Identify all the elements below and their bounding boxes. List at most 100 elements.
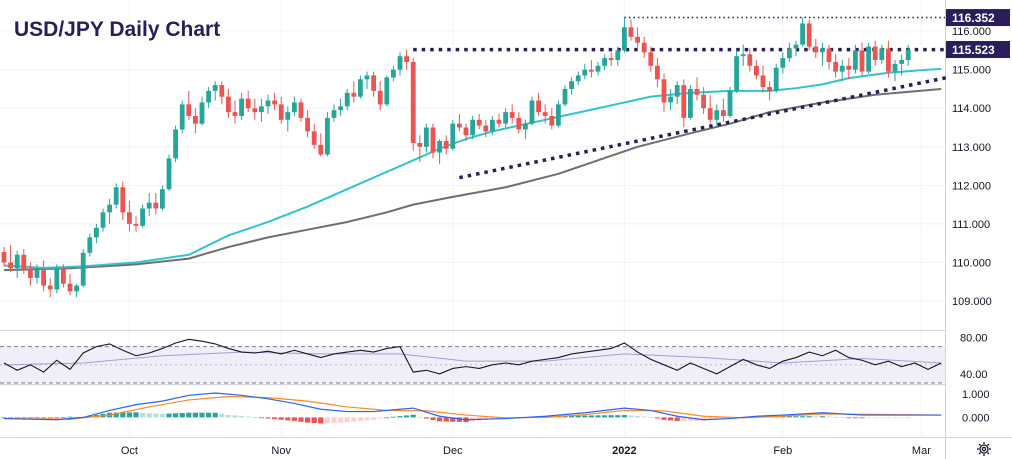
candle-97 <box>641 36 647 59</box>
macd-hist-bar-65 <box>430 417 436 421</box>
candle-133 <box>879 44 885 64</box>
macd-hist-bar-5 <box>34 417 40 419</box>
candle-38 <box>252 98 258 120</box>
candle-131 <box>866 42 871 74</box>
macd-hist-bar-75 <box>496 417 502 419</box>
macd-hist-bar-131 <box>866 417 872 419</box>
macd-hist-bar-42 <box>278 417 284 420</box>
candle-120 <box>793 40 799 57</box>
candle-70 <box>463 123 469 142</box>
macd-hist-bar-129 <box>852 417 858 419</box>
macd-hist-bar-86 <box>569 415 575 418</box>
candle-0 <box>1 247 7 267</box>
candle-101 <box>668 88 673 111</box>
macd-hist-bar-49 <box>324 417 330 424</box>
candle-79 <box>523 119 528 140</box>
candle-12 <box>80 248 86 288</box>
candle-81 <box>536 92 541 116</box>
macd-hist-bar-92 <box>608 415 614 418</box>
candle-99 <box>655 58 660 88</box>
candle-41 <box>272 92 277 111</box>
macd-hist-bar-4 <box>27 417 33 419</box>
candle-43 <box>285 106 291 132</box>
candle-56 <box>371 71 376 97</box>
candle-59 <box>391 65 396 82</box>
macd-hist-bar-63 <box>417 416 423 418</box>
candle-135 <box>892 60 898 82</box>
candle-35 <box>232 100 238 124</box>
macd-hist-bar-104 <box>687 417 693 421</box>
macd-hist-bar-2 <box>14 417 20 419</box>
candle-132 <box>872 40 878 66</box>
macd-hist-bar-18 <box>120 412 126 418</box>
candle-4 <box>28 262 33 286</box>
macd-hist-bar-137 <box>905 417 911 419</box>
candle-47 <box>311 123 317 149</box>
macd-hist-bar-34 <box>225 415 231 418</box>
candle-103 <box>681 79 687 128</box>
macd-hist-bar-57 <box>377 417 383 419</box>
candle-76 <box>503 108 508 128</box>
price-tick-2: 111.000 <box>952 219 990 231</box>
candle-64 <box>424 123 429 153</box>
candle-49 <box>325 112 330 157</box>
macd-hist-bar-67 <box>443 417 449 422</box>
rsi-tick-0: 40.00 <box>960 369 988 381</box>
time-tick-2: Dec <box>443 445 463 457</box>
candle-124 <box>820 42 825 66</box>
candle-127 <box>839 60 845 82</box>
candle-118 <box>780 52 786 74</box>
candle-125 <box>826 44 832 70</box>
candle-37 <box>245 90 251 113</box>
macd-hist-bar-23 <box>153 413 159 418</box>
macd-hist-bar-122 <box>806 416 812 418</box>
candle-54 <box>358 75 363 99</box>
macd-hist-bar-88 <box>582 415 588 418</box>
macd-hist-bar-11 <box>74 416 80 418</box>
macd-hist-bar-123 <box>813 416 819 418</box>
macd-hist-bar-94 <box>621 415 627 418</box>
candle-20 <box>133 216 139 232</box>
candle-39 <box>259 98 264 122</box>
macd-hist-bar-60 <box>397 416 403 418</box>
macd-hist-bar-30 <box>199 412 205 418</box>
macd-hist-bar-124 <box>819 416 825 418</box>
candle-60 <box>397 52 403 76</box>
candle-90 <box>595 61 601 76</box>
candle-80 <box>529 96 535 126</box>
candle-15 <box>100 208 106 232</box>
candle-106 <box>701 87 706 115</box>
candle-136 <box>899 54 904 76</box>
candle-102 <box>674 81 680 105</box>
macd-hist-bar-134 <box>885 417 891 419</box>
candle-67 <box>443 135 449 155</box>
candle-129 <box>853 44 858 74</box>
candle-53 <box>351 81 357 103</box>
macd-hist-bar-39 <box>258 417 264 419</box>
macd-hist-bar-33 <box>219 413 225 418</box>
macd-hist-bar-101 <box>668 417 674 421</box>
price-tick-5: 114.000 <box>952 103 991 115</box>
time-tick-4: Feb <box>773 445 792 457</box>
candle-93 <box>615 46 621 66</box>
rsi-ma-line <box>3 351 942 366</box>
macd-tick-0: 0.000 <box>962 412 990 424</box>
candle-40 <box>265 94 271 115</box>
candle-65 <box>430 123 436 159</box>
macd-hist-bar-51 <box>338 417 344 423</box>
candle-113 <box>747 48 753 72</box>
candle-107 <box>707 94 713 124</box>
macd-hist-bar-85 <box>562 415 568 418</box>
candle-73 <box>483 119 489 138</box>
candle-68 <box>450 119 456 151</box>
macd-hist-bar-45 <box>298 417 304 422</box>
sma100-line <box>3 87 942 272</box>
gear-icon[interactable] <box>977 442 991 456</box>
candle-7 <box>47 277 53 298</box>
candle-84 <box>556 100 561 128</box>
candle-25 <box>166 154 172 192</box>
macd-hist-bar-127 <box>839 417 845 419</box>
macd-hist-bar-98 <box>648 417 654 418</box>
candle-128 <box>846 58 852 80</box>
rsi-panel <box>0 338 945 384</box>
